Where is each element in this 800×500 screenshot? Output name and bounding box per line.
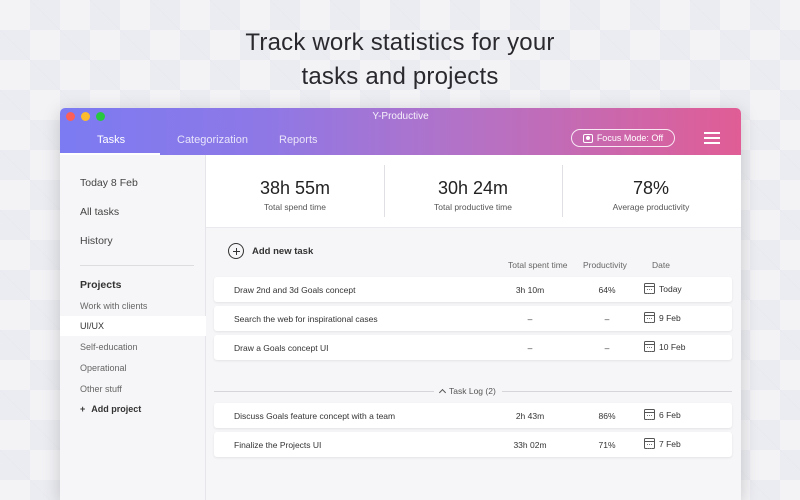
sidebar-item-all-tasks[interactable]: All tasks [80,206,120,218]
sidebar: Today 8 Feb All tasks History Projects W… [60,155,206,500]
sidebar-item-history[interactable]: History [80,235,113,247]
task-date-label: 6 Feb [659,409,681,420]
calendar-icon [644,409,655,420]
add-project-button[interactable]: + Add project [80,404,141,414]
task-row[interactable]: Draw 2nd and 3d Goals concept 3h 10m 64%… [214,277,732,302]
task-time: – [527,314,533,324]
stat-label: Total spend time [264,202,326,212]
task-time: 2h 43m [515,411,545,421]
task-productivity: 71% [598,440,616,450]
hamburger-menu-icon[interactable] [704,132,720,144]
stat-average-productivity: 78% Average productivity [562,155,740,228]
marketing-headline: Track work statistics for your tasks and… [0,26,800,94]
task-log-label: Task Log (2) [449,386,496,396]
task-row[interactable]: Draw a Goals concept UI – – 10 Feb [214,335,732,360]
task-productivity: – [604,343,610,353]
stat-divider [384,165,385,217]
project-ui-ux[interactable]: UI/UX [80,321,105,331]
app-title: Y-Productive [372,111,429,122]
task-row[interactable]: Search the web for inspirational cases –… [214,306,732,331]
stat-value: 38h 55m [259,178,331,198]
task-date-label: 9 Feb [659,312,681,323]
project-operational[interactable]: Operational [80,363,127,373]
task-date-label: 7 Feb [659,438,681,449]
task-name: Discuss Goals feature concept with a tea… [234,411,396,421]
main-content: 38h 55m Total spend time 30h 24m Total p… [206,155,741,500]
active-project-highlight [60,316,206,336]
task-row[interactable]: Discuss Goals feature concept with a tea… [214,403,732,428]
task-date[interactable]: 6 Feb [644,409,681,420]
task-date[interactable]: 7 Feb [644,438,681,449]
add-task-button[interactable]: Add new task [228,243,313,259]
task-log-toggle[interactable]: Task Log (2) [434,386,502,397]
sidebar-divider [80,265,194,266]
active-tab-indicator [60,153,160,155]
task-date[interactable]: Today [644,283,682,294]
task-name: Draw 2nd and 3d Goals concept [234,285,356,295]
task-time: 3h 10m [515,285,545,295]
task-date-label: 10 Feb [659,341,686,352]
task-date[interactable]: 9 Feb [644,312,681,323]
calendar-icon [644,341,655,352]
task-time: 33h 02m [513,440,547,450]
focus-mode-button[interactable]: Focus Mode: Off [571,129,675,147]
calendar-icon [644,438,655,449]
project-work-with-clients[interactable]: Work with clients [80,301,148,311]
tab-categorization[interactable]: Categorization [177,134,248,146]
stat-value: 78% [632,178,670,198]
headline-line-2: tasks and projects [301,63,499,90]
plus-icon: + [80,404,86,414]
stat-total-spend: 38h 55m Total spend time [206,155,384,228]
task-name: Search the web for inspirational cases [234,314,378,324]
column-header-productivity: Productivity [583,260,627,270]
stat-label: Total productive time [434,202,512,212]
stat-total-productive: 30h 24m Total productive time [384,155,562,228]
stat-value: 30h 24m [437,178,509,198]
project-other-stuff[interactable]: Other stuff [80,384,122,394]
tab-tasks[interactable]: Tasks [97,134,126,146]
chevron-up-icon [438,388,447,397]
minimize-window-button[interactable] [81,112,90,121]
headline-line-1: Track work statistics for your [245,29,555,56]
task-productivity: 86% [598,411,616,421]
sidebar-item-today[interactable]: Today 8 Feb [80,177,138,189]
task-name: Draw a Goals concept UI [234,343,329,353]
add-circle-icon [228,243,244,259]
tab-reports[interactable]: Reports [279,134,318,146]
column-header-date: Date [652,260,670,270]
calendar-icon [644,312,655,323]
projects-heading: Projects [80,279,122,291]
focus-mode-label: Focus Mode: Off [596,133,664,143]
task-name: Finalize the Projects UI [234,440,322,450]
calendar-icon [644,283,655,294]
window-controls [66,112,105,121]
task-date-label: Today [659,283,682,294]
task-productivity: – [604,314,610,324]
close-window-button[interactable] [66,112,75,121]
focus-icon [582,133,593,143]
task-date[interactable]: 10 Feb [644,341,685,352]
app-window: Y-Productive Tasks Categorization Report… [60,108,741,500]
title-bar: Y-Productive Tasks Categorization Report… [60,108,741,155]
stat-divider [562,165,563,217]
add-task-label: Add new task [252,245,314,257]
column-header-time: Total spent time [508,260,568,270]
project-self-education[interactable]: Self-education [80,342,138,352]
zoom-window-button[interactable] [96,112,105,121]
stat-label: Average productivity [612,202,690,212]
task-row[interactable]: Finalize the Projects UI 33h 02m 71% 7 F… [214,432,732,457]
task-productivity: 64% [598,285,616,295]
task-time: – [527,343,533,353]
add-project-label: Add project [91,404,142,414]
stats-panel: 38h 55m Total spend time 30h 24m Total p… [206,155,741,228]
